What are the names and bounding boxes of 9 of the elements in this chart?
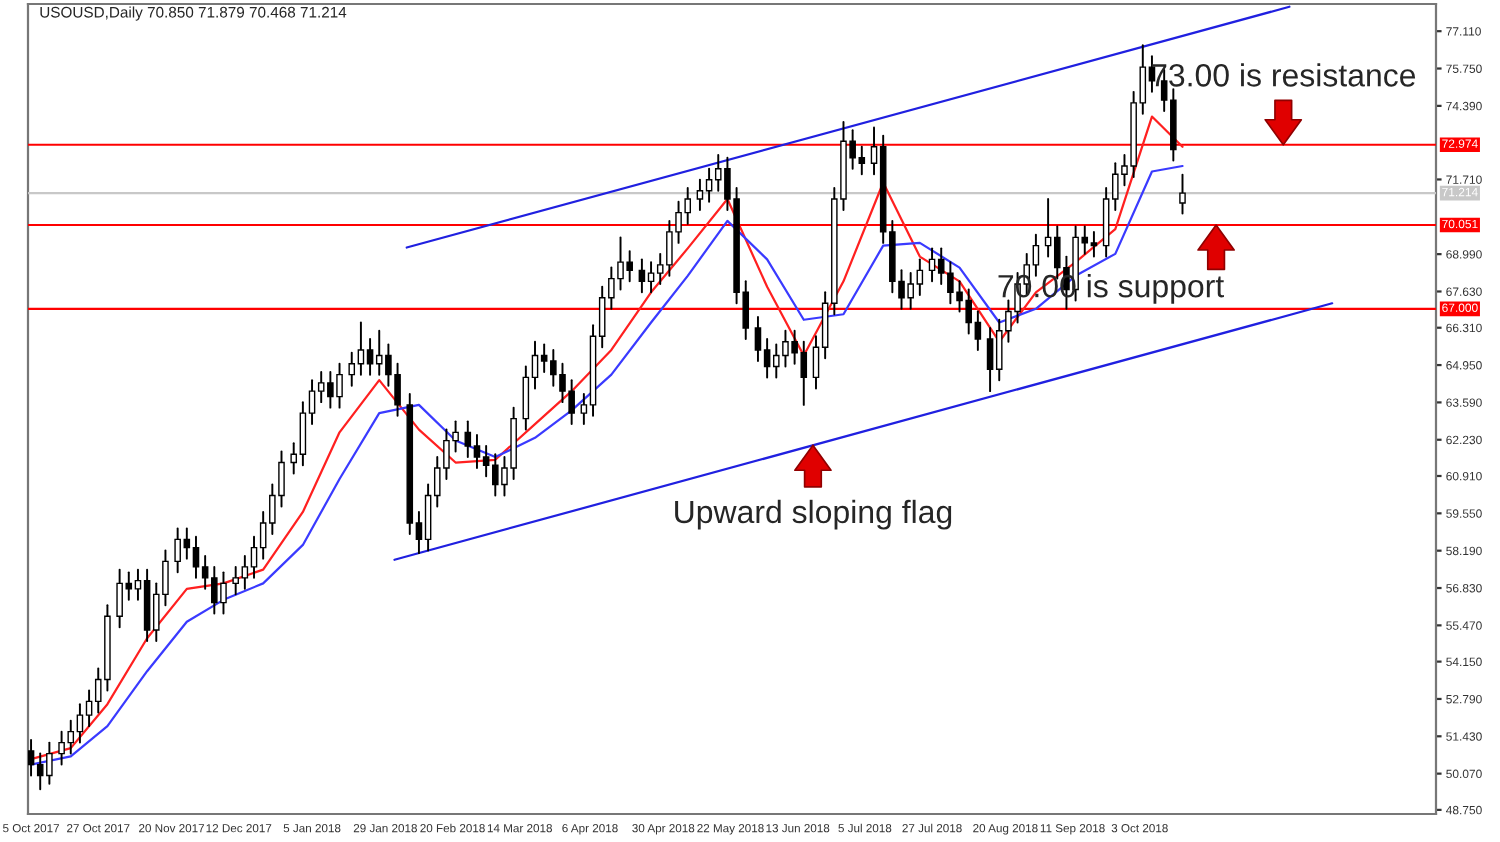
candlestick (348, 351, 356, 387)
annotation: Upward sloping flag (675, 499, 952, 530)
candlestick (1179, 173, 1186, 215)
candlestick (464, 420, 472, 459)
candlestick (696, 178, 704, 211)
candlestick (192, 535, 200, 579)
candlestick (473, 434, 481, 469)
candlestick (638, 258, 646, 294)
candlestick (754, 316, 762, 362)
